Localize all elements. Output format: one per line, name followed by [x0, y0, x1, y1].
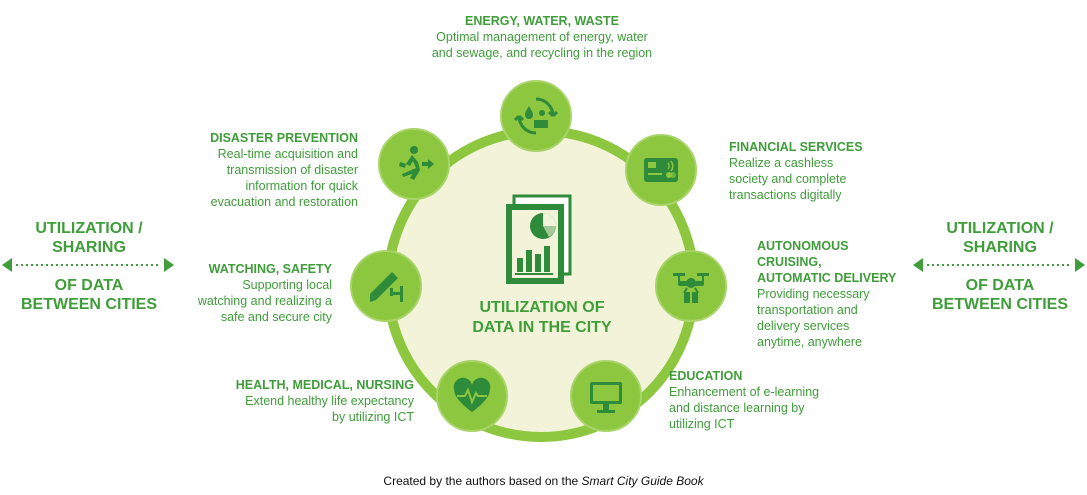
recycle-water-solar-icon: [514, 97, 558, 135]
education-block: EDUCATION Enhancement of e-learning and …: [669, 368, 859, 432]
left-double-arrow: [2, 258, 174, 272]
node-disaster: [378, 128, 450, 200]
health-desc-line1: Extend healthy life expectancy: [245, 394, 414, 408]
disaster-desc-line1: Real-time acquisition and: [217, 147, 358, 161]
right-side-subheading: OF DATA BETWEEN CITIES: [915, 276, 1085, 314]
health-title: HEALTH, MEDICAL, NURSING: [235, 378, 414, 392]
center-title: UTILIZATION OF DATA IN THE CITY: [452, 298, 632, 338]
autonomous-title-line3: AUTOMATIC DELIVERY: [757, 271, 897, 285]
left-side-subheading-line2: BETWEEN CITIES: [20, 296, 157, 313]
source-caption: Created by the authors based on the Smar…: [0, 474, 1087, 488]
right-side-heading-line2: SHARING: [963, 239, 1037, 256]
watching-block: WATCHING, SAFETY Supporting local watchi…: [172, 261, 332, 325]
disaster-desc-line2: transmission of disaster: [226, 163, 358, 177]
emergency-exit-icon: [399, 146, 434, 180]
node-education: [570, 360, 642, 432]
report-chart-icon: [506, 194, 572, 284]
financial-block: FINANCIAL SERVICES Realize a cashless so…: [729, 139, 909, 203]
financial-desc-line3: transactions digitally: [729, 188, 842, 202]
financial-title: FINANCIAL SERVICES: [729, 140, 863, 154]
left-side-subheading: OF DATA BETWEEN CITIES: [4, 276, 174, 314]
disaster-title: DISASTER PREVENTION: [210, 131, 358, 145]
node-health: [436, 360, 508, 432]
education-desc-line2: and distance learning by: [669, 401, 805, 415]
energy-title: ENERGY, WATER, WASTE: [465, 14, 619, 28]
credit-card-icon: [644, 158, 678, 182]
autonomous-desc-line1: Providing necessary: [757, 287, 870, 301]
health-desc-line2: by utilizing ICT: [332, 410, 414, 424]
watching-title: WATCHING, SAFETY: [208, 262, 332, 276]
left-side-subheading-line1: OF DATA: [54, 277, 124, 294]
disaster-desc-line4: evacuation and restoration: [210, 195, 358, 209]
autonomous-block: AUTONOMOUS CRUISING, AUTOMATIC DELIVERY …: [757, 238, 927, 350]
energy-desc-line1: Optimal management of energy, water: [436, 30, 648, 44]
financial-desc-line2: society and complete: [729, 172, 847, 186]
center-title-line1: UTILIZATION OF: [479, 299, 605, 316]
financial-desc-line1: Realize a cashless: [729, 156, 834, 170]
caption-source: Smart City Guide Book: [581, 474, 704, 488]
watching-desc-line1: Supporting local: [242, 278, 332, 292]
education-title: EDUCATION: [669, 369, 743, 383]
disaster-desc-line3: information for quick: [245, 179, 358, 193]
heart-pulse-icon: [453, 377, 491, 412]
node-financial: [625, 134, 697, 206]
energy-block: ENERGY, WATER, WASTE Optimal management …: [394, 13, 690, 61]
right-side-heading: UTILIZATION / SHARING: [915, 219, 1085, 257]
education-desc-line1: Enhancement of e-learning: [669, 385, 820, 399]
autonomous-title-line2: CRUISING,: [757, 255, 822, 269]
node-watching: [350, 250, 422, 322]
node-autonomous: [655, 250, 727, 322]
autonomous-desc-line4: anytime, anywhere: [757, 335, 862, 349]
caption-prefix: Created by the authors based on the: [383, 474, 582, 488]
left-side-heading: UTILIZATION / SHARING: [4, 219, 174, 257]
right-side-subheading-line2: BETWEEN CITIES: [931, 296, 1068, 313]
education-desc-line3: utilizing ICT: [669, 417, 735, 431]
left-side-heading-line2: SHARING: [52, 239, 126, 256]
right-side-heading-line1: UTILIZATION /: [946, 220, 1054, 237]
monitor-icon: [590, 382, 622, 413]
energy-desc-line2: and sewage, and recycling in the region: [431, 46, 653, 60]
watching-desc-line3: safe and secure city: [220, 310, 332, 324]
center-title-line2: DATA IN THE CITY: [472, 319, 612, 336]
security-camera-icon: [370, 272, 403, 302]
autonomous-desc-line3: delivery services: [757, 319, 850, 333]
watching-desc-line2: watching and realizing a: [197, 294, 332, 308]
disaster-block: DISASTER PREVENTION Real-time acquisitio…: [178, 130, 358, 210]
node-energy: [500, 80, 572, 152]
autonomous-title-line1: AUTONOMOUS: [757, 239, 849, 253]
left-side-heading-line1: UTILIZATION /: [35, 220, 143, 237]
health-block: HEALTH, MEDICAL, NURSING Extend healthy …: [214, 377, 414, 425]
drone-delivery-icon: [673, 273, 709, 303]
right-side-subheading-line1: OF DATA: [965, 277, 1035, 294]
right-double-arrow: [913, 258, 1085, 272]
autonomous-desc-line2: transportation and: [757, 303, 858, 317]
